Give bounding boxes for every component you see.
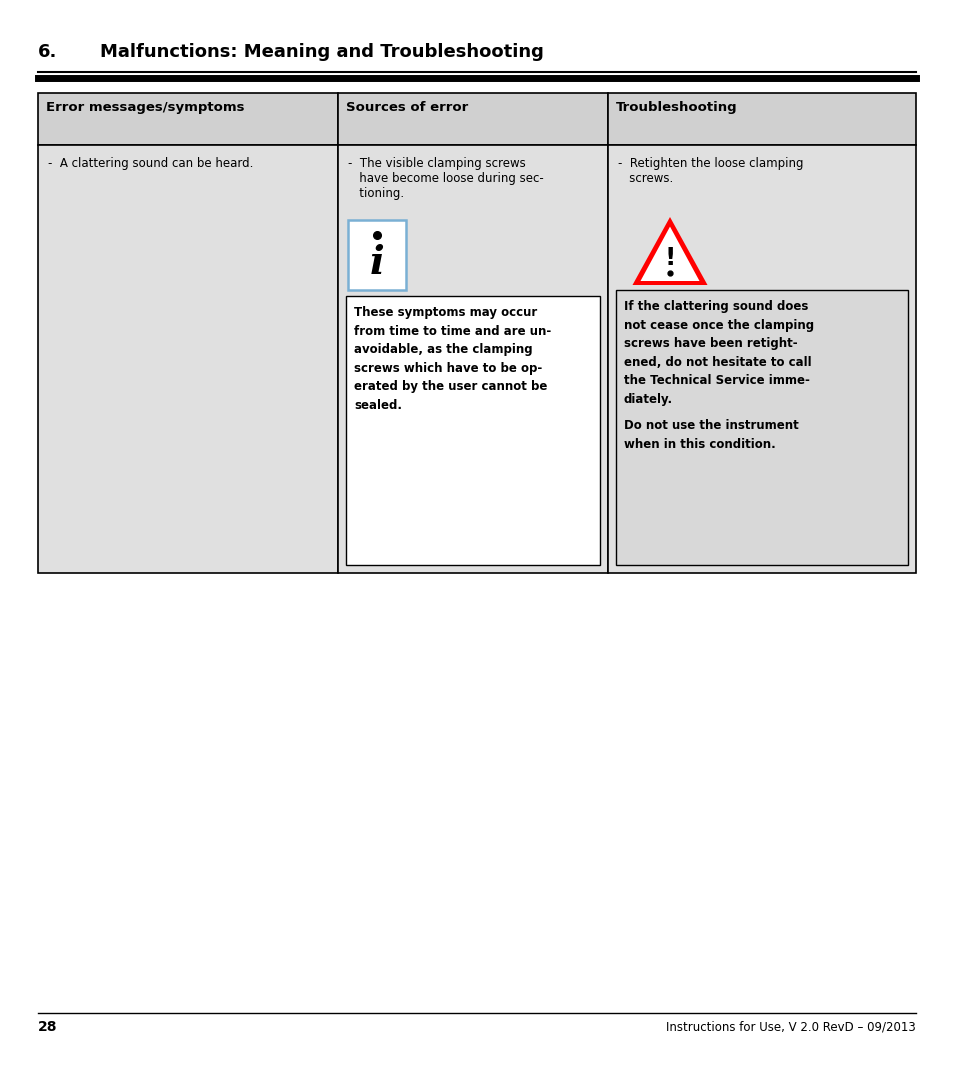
Text: screws.: screws. (618, 172, 673, 185)
Bar (616, 291, 907, 565)
Polygon shape (632, 217, 707, 285)
Text: Sources of error: Sources of error (346, 102, 468, 114)
Text: Troubleshooting: Troubleshooting (616, 102, 737, 114)
Text: screws have been retight-: screws have been retight- (623, 337, 797, 350)
Text: Error messages/symptoms: Error messages/symptoms (46, 102, 244, 114)
Text: not cease once the clamping: not cease once the clamping (623, 319, 813, 332)
Text: If the clattering sound does: If the clattering sound does (623, 300, 807, 313)
Text: diately.: diately. (623, 392, 673, 405)
Text: Do not use the instrument: Do not use the instrument (623, 419, 798, 432)
Text: from time to time and are un-: from time to time and are un- (354, 324, 551, 338)
Text: tioning.: tioning. (348, 187, 404, 200)
Bar (38, 145, 337, 573)
Text: Malfunctions: Meaning and Troubleshooting: Malfunctions: Meaning and Troubleshootin… (100, 43, 543, 60)
Text: ened, do not hesitate to call: ened, do not hesitate to call (623, 355, 811, 368)
Text: sealed.: sealed. (354, 399, 401, 411)
Text: 6.: 6. (38, 43, 57, 60)
Polygon shape (639, 227, 699, 281)
Bar (337, 145, 607, 573)
Bar (337, 93, 607, 145)
Text: have become loose during sec-: have become loose during sec- (348, 172, 543, 185)
Text: -  The visible clamping screws: - The visible clamping screws (348, 157, 525, 170)
Text: -  A clattering sound can be heard.: - A clattering sound can be heard. (48, 157, 253, 170)
Bar (607, 93, 915, 145)
Bar (607, 145, 915, 573)
Text: screws which have to be op-: screws which have to be op- (354, 362, 541, 375)
Text: !: ! (663, 246, 675, 270)
Text: the Technical Service imme-: the Technical Service imme- (623, 374, 809, 387)
Text: avoidable, as the clamping: avoidable, as the clamping (354, 343, 532, 356)
Text: i: i (369, 244, 384, 282)
Text: when in this condition.: when in this condition. (623, 437, 775, 450)
Text: erated by the user cannot be: erated by the user cannot be (354, 380, 547, 393)
Text: These symptoms may occur: These symptoms may occur (354, 306, 537, 319)
Text: Instructions for Use, V 2.0 RevD – 09/2013: Instructions for Use, V 2.0 RevD – 09/20… (665, 1020, 915, 1032)
Bar (38, 93, 337, 145)
Bar (346, 296, 599, 565)
Text: 28: 28 (38, 1020, 57, 1034)
Text: -  Retighten the loose clamping: - Retighten the loose clamping (618, 157, 802, 170)
Bar (348, 220, 406, 291)
